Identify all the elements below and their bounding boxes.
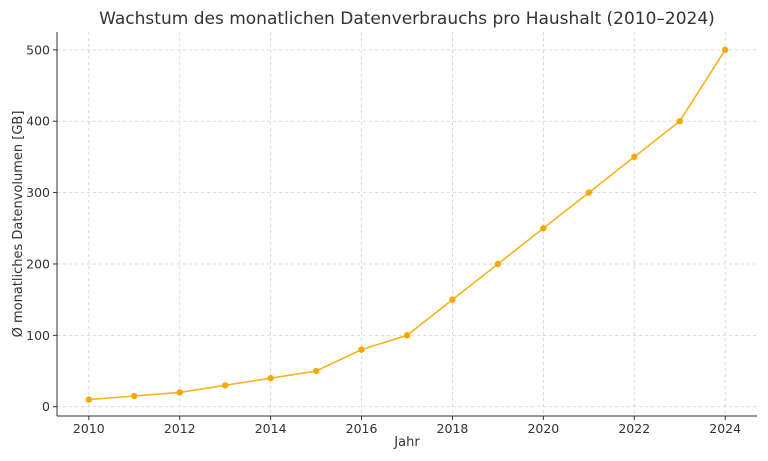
data-point [631,153,638,161]
data-point [358,346,365,353]
series-layer [85,46,729,403]
series-line [88,49,726,401]
x-tick-label: 2014 [255,421,287,436]
x-tick-label: 2016 [346,421,378,436]
y-tick-label: 300 [26,185,50,200]
axes [56,32,757,417]
data-point [540,225,547,232]
y-ticks: 0 100 200 300 400 500 [26,42,57,414]
data-point [221,382,229,389]
x-axis-label: Jahr [393,435,420,450]
x-tick-label: 2022 [618,421,650,436]
y-tick-label: 0 [42,399,50,414]
chart-title: Wachstum des monatlichen Datenverbrauchs… [99,9,715,29]
x-ticks: 2010 2012 2014 2016 2018 2020 2022 2024 [73,416,741,436]
data-point [676,118,683,125]
y-tick-label: 200 [26,256,50,271]
data-point [721,46,729,54]
data-point [494,260,502,268]
y-tick-label: 400 [26,114,50,129]
data-point [585,189,593,196]
x-tick-label: 2020 [527,421,559,436]
data-point [85,396,93,403]
y-tick-label: 100 [26,328,50,343]
x-tick-label: 2012 [164,421,196,436]
data-point [131,392,138,400]
data-point [267,374,274,382]
x-tick-label: 2018 [437,421,469,436]
grid [57,32,757,416]
y-tick-label: 500 [26,42,50,57]
data-point [176,389,183,396]
data-point [449,296,456,303]
data-point [403,332,411,339]
x-tick-label: 2024 [709,421,741,436]
data-point [312,367,320,375]
x-tick-label: 2010 [73,421,105,436]
y-axis-label: Ø monatliches Datenvolumen [GB] [11,111,26,338]
